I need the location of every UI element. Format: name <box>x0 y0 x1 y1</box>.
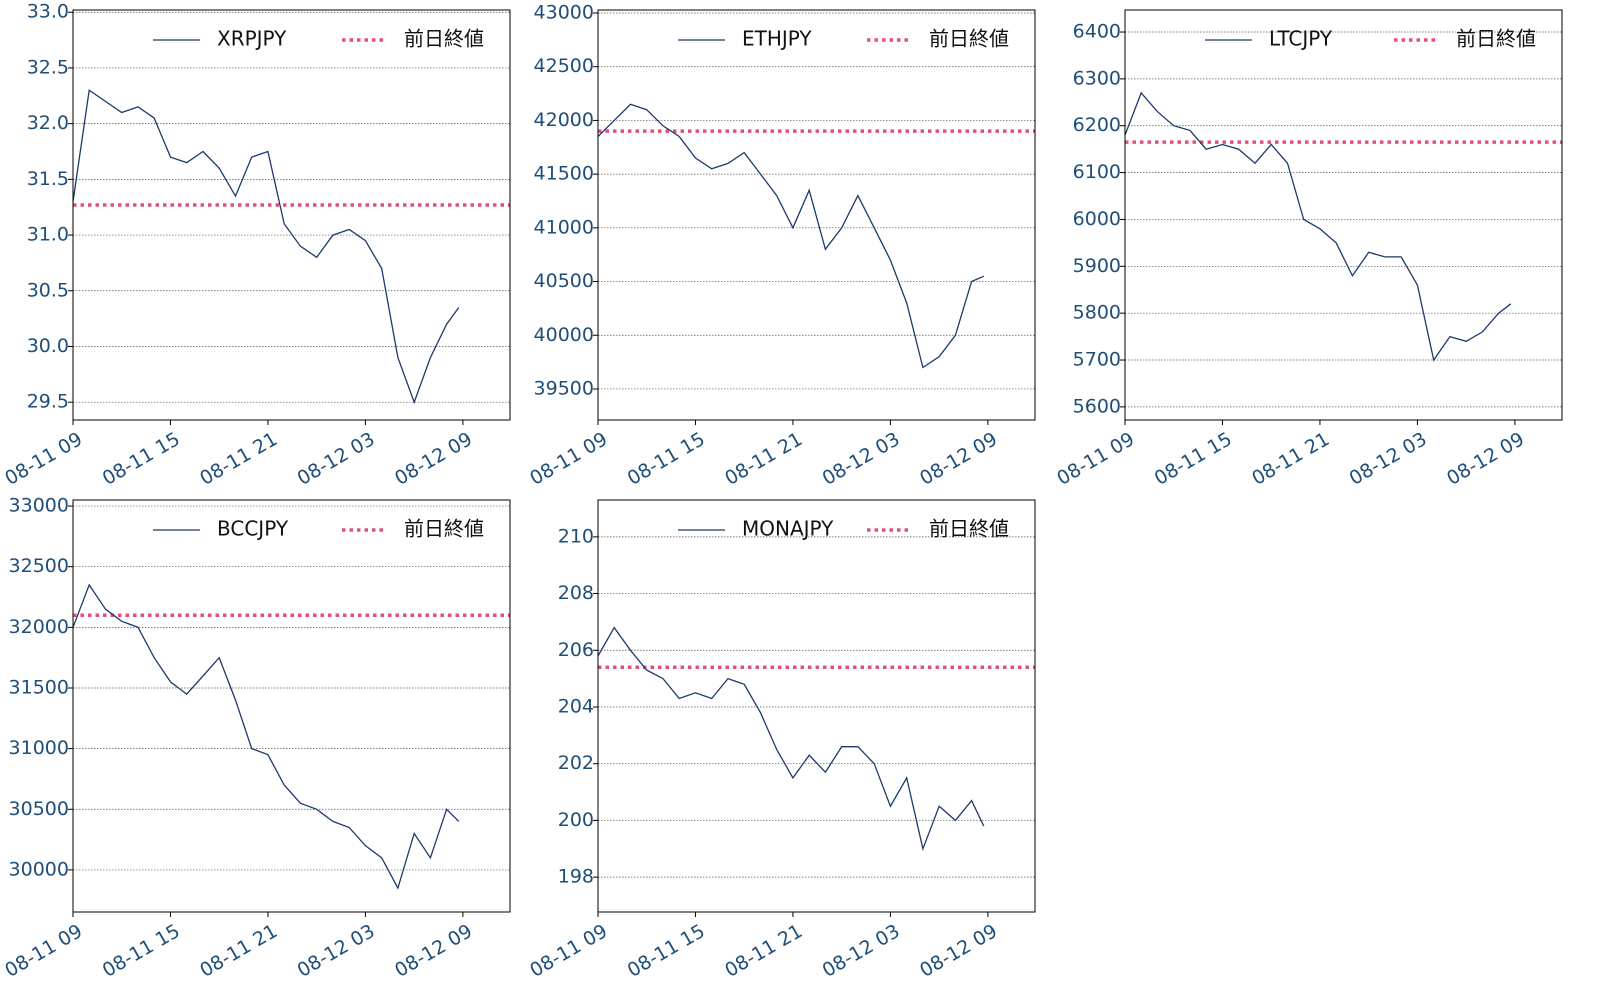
x-tick-label: 08-11 15 <box>1151 428 1236 490</box>
y-tick-label: 6100 <box>1073 161 1121 183</box>
x-tick-label: 08-11 09 <box>526 920 611 982</box>
y-tick-label: 6200 <box>1073 114 1121 136</box>
chart-panel: 30000 30500 31000 31500 32000 32500 33000 08-11… <box>1 495 511 982</box>
y-tick-label: 198 <box>558 866 594 888</box>
y-tick-label: 31.5 <box>27 168 69 190</box>
x-tick-label: 08-11 21 <box>196 920 281 982</box>
y-tick-label: 30.0 <box>27 335 69 357</box>
legend-label: 前日終値 <box>929 517 1009 541</box>
price-line <box>72 583 460 890</box>
y-tick-label: 210 <box>558 525 594 547</box>
x-tick-label: 08-12 03 <box>294 920 379 982</box>
x-tick-label: 08-11 21 <box>721 920 806 982</box>
y-tick-label: 33000 <box>9 495 69 517</box>
y-tick-label: 39500 <box>534 377 594 399</box>
y-tick-label: 32.0 <box>27 112 69 134</box>
y-tick-label: 40000 <box>534 324 594 346</box>
x-tick-label: 08-12 09 <box>391 428 476 490</box>
x-tick-label: 08-12 09 <box>916 428 1001 490</box>
x-tick-label: 08-12 03 <box>1346 428 1431 490</box>
x-tick-label: 08-12 03 <box>294 428 379 490</box>
y-tick-label: 31000 <box>9 737 69 759</box>
y-tick-label: 6000 <box>1073 208 1121 230</box>
y-tick-label: 206 <box>558 639 594 661</box>
plot-frame <box>72 499 511 913</box>
x-tick-label: 08-11 15 <box>99 428 184 490</box>
plot-frame <box>1124 9 1563 421</box>
legend-label: BCCJPY <box>217 517 289 541</box>
x-tick-label: 08-11 15 <box>624 920 709 982</box>
y-tick-label: 5900 <box>1073 255 1121 277</box>
x-tick-label: 08-11 15 <box>99 920 184 982</box>
plot-frame <box>72 9 511 421</box>
y-tick-label: 30.5 <box>27 279 69 301</box>
y-tick-label: 31.0 <box>27 224 69 246</box>
y-tick-label: 32500 <box>9 555 69 577</box>
y-tick-label: 42000 <box>534 109 594 131</box>
x-tick-label: 08-12 03 <box>819 920 904 982</box>
chart-panel: 29.5 30.0 30.5 31.0 31.5 32.0 32.5 33.0 08-11 09… <box>1 1 511 490</box>
legend-label: 前日終値 <box>929 27 1009 51</box>
plot-frame <box>597 9 1036 421</box>
x-tick-label: 08-11 09 <box>526 428 611 490</box>
y-tick-label: 41000 <box>534 216 594 238</box>
y-tick-label: 32000 <box>9 616 69 638</box>
x-tick-label: 08-12 09 <box>391 920 476 982</box>
legend-label: MONAJPY <box>742 517 834 541</box>
x-tick-label: 08-12 09 <box>1443 428 1528 490</box>
legend-label: XRPJPY <box>217 27 287 51</box>
y-tick-label: 32.5 <box>27 56 69 78</box>
y-tick-label: 204 <box>558 695 594 717</box>
y-tick-label: 202 <box>558 752 594 774</box>
price-line <box>597 626 985 852</box>
chart-panel: 5600 5700 5800 5900 6000 6100 6200 6300 6400 08-1… <box>1053 9 1563 490</box>
x-tick-label: 08-11 09 <box>1053 428 1138 490</box>
y-tick-label: 30500 <box>9 798 69 820</box>
legend-label: 前日終値 <box>1456 27 1536 51</box>
legend-label: 前日終値 <box>404 27 484 51</box>
x-tick-label: 08-11 21 <box>196 428 281 490</box>
price-line <box>72 89 460 405</box>
y-tick-label: 42500 <box>534 55 594 77</box>
y-tick-label: 30000 <box>9 858 69 880</box>
chart-panel: 39500 40000 40500 41000 41500 42000 42500 43000… <box>526 2 1036 490</box>
y-tick-label: 6300 <box>1073 67 1121 89</box>
y-tick-label: 5600 <box>1073 395 1121 417</box>
plot-frame <box>597 499 1036 913</box>
y-tick-label: 31500 <box>9 676 69 698</box>
x-tick-label: 08-11 15 <box>624 428 709 490</box>
y-tick-label: 41500 <box>534 163 594 185</box>
y-tick-label: 33.0 <box>27 1 69 23</box>
price-line <box>1124 91 1512 362</box>
x-tick-label: 08-11 21 <box>1248 428 1333 490</box>
legend-label: LTCJPY <box>1269 27 1333 51</box>
x-tick-label: 08-11 21 <box>721 428 806 490</box>
legend-label: 前日終値 <box>404 517 484 541</box>
y-tick-label: 6400 <box>1073 21 1121 43</box>
legend-label: ETHJPY <box>742 27 812 51</box>
y-tick-label: 29.5 <box>27 391 69 413</box>
x-tick-label: 08-11 09 <box>1 920 86 982</box>
y-tick-label: 200 <box>558 809 594 831</box>
y-tick-label: 5700 <box>1073 349 1121 371</box>
x-tick-label: 08-12 09 <box>916 920 1001 982</box>
y-tick-label: 40500 <box>534 270 594 292</box>
price-line <box>597 103 985 369</box>
x-tick-label: 08-12 03 <box>819 428 904 490</box>
y-tick-label: 208 <box>558 582 594 604</box>
y-tick-label: 43000 <box>534 2 594 24</box>
y-tick-label: 5800 <box>1073 302 1121 324</box>
x-tick-label: 08-11 09 <box>1 428 86 490</box>
